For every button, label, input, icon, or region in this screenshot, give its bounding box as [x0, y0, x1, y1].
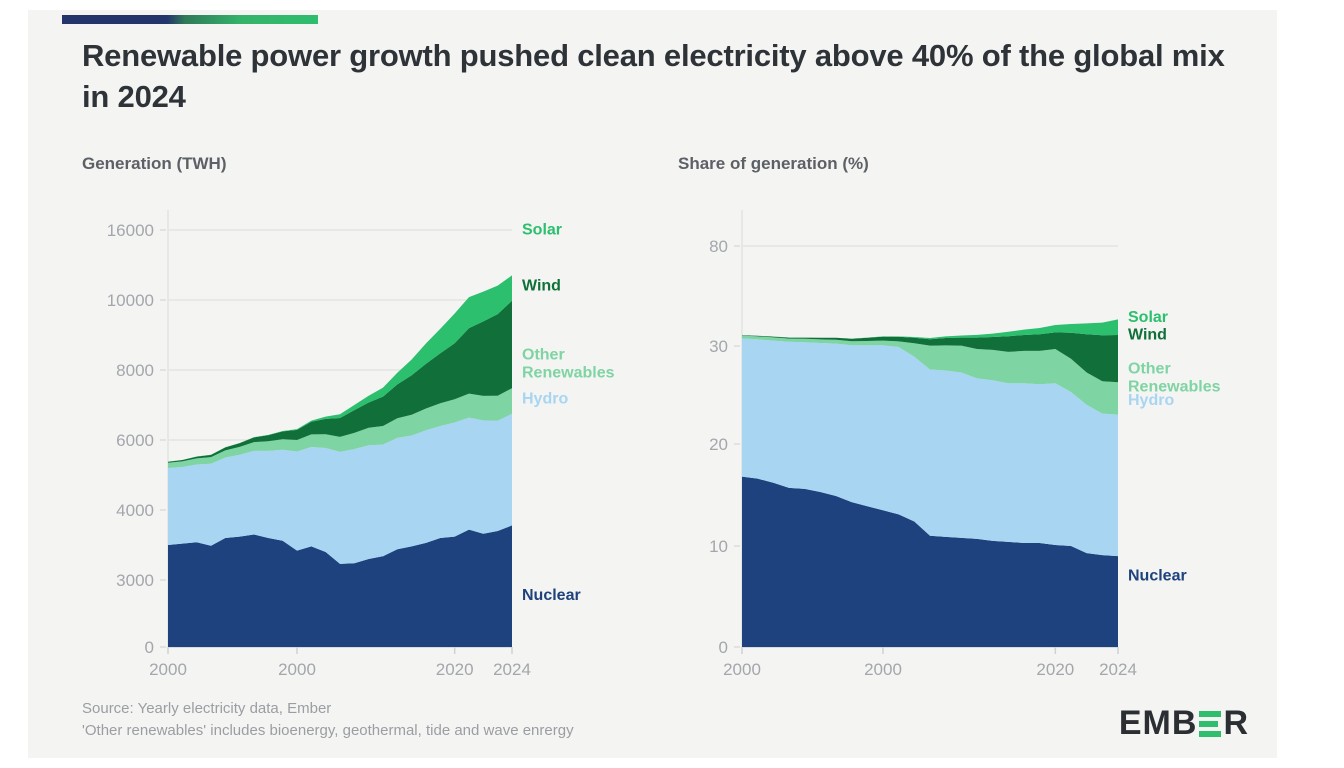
series-label-hydro: Hydro — [522, 390, 568, 407]
series-label-solar: Solar — [1128, 309, 1168, 326]
y-axis-tick-label: 30 — [709, 337, 728, 356]
series-label-nuclear: Nuclear — [1128, 567, 1187, 584]
x-axis-tick-label: 2000 — [723, 660, 761, 679]
x-axis-tick-label: 2020 — [436, 660, 474, 679]
y-axis-tick-label: 20 — [709, 435, 728, 454]
area-series-wind — [742, 332, 1118, 383]
area-series-solar — [168, 275, 512, 462]
panel-title-share: Share of generation (%) — [678, 154, 869, 173]
area-series-other-renewables — [742, 335, 1118, 415]
y-axis-tick-label: 3000 — [116, 571, 154, 590]
panel-title-generation: Generation (TWH) — [82, 154, 227, 173]
x-axis-tick-label: 2000 — [149, 660, 187, 679]
y-axis-tick-label: 0 — [145, 638, 154, 657]
area-series-nuclear — [742, 476, 1118, 647]
y-axis-tick-label: 16000 — [107, 221, 154, 240]
y-axis-tick-label: 0 — [719, 638, 728, 657]
x-axis-tick-label: 2024 — [493, 660, 531, 679]
source-note: Source: Yearly electricity data, Ember '… — [82, 700, 574, 739]
chart-card: Renewable power growth pushed clean elec… — [28, 10, 1277, 758]
area-series-hydro — [742, 338, 1118, 557]
x-axis-tick-label: 2000 — [864, 660, 902, 679]
series-label-wind: Wind — [1128, 326, 1167, 343]
x-axis-tick-label: 2024 — [1099, 660, 1137, 679]
series-label-other-renewables: Other — [522, 347, 565, 364]
area-series-wind — [168, 300, 512, 463]
series-label-other-renewables: Renewables — [522, 365, 615, 382]
area-series-solar — [742, 319, 1118, 340]
y-axis-tick-label: 6000 — [116, 431, 154, 450]
ember-logo-e-icon — [1199, 710, 1222, 737]
y-axis-tick-label: 10 — [709, 537, 728, 556]
ember-logo-right: R — [1223, 704, 1249, 742]
series-label-other-renewables: Other — [1128, 360, 1171, 377]
chart-share: 0 10 20 30 80 2000 2000 2020 2024 Nuclear Hydro Oth… — [678, 190, 1258, 690]
ember-logo: EMB R — [1119, 704, 1249, 743]
chart-generation: 0 3000 4000 6000 8000 10000 16000 2000 2000 2020 2… — [82, 190, 642, 690]
series-label-nuclear: Nuclear — [522, 587, 581, 604]
series-label-hydro: Hydro — [1128, 392, 1174, 409]
generation-area-chart: 0 3000 4000 6000 8000 10000 16000 2000 2000 2020 2… — [107, 210, 615, 679]
share-area-chart: 0 10 20 30 80 2000 2000 2020 2024 Nuclear Hydro Oth… — [709, 210, 1221, 679]
series-label-wind: Wind — [522, 278, 561, 295]
area-series-other-renewables — [168, 388, 512, 468]
ember-logo-left: EMB — [1118, 704, 1198, 742]
y-axis-tick-label: 10000 — [107, 291, 154, 310]
x-axis-tick-label: 2000 — [278, 660, 316, 679]
x-axis-tick-label: 2020 — [1036, 660, 1074, 679]
y-axis-tick-label: 80 — [709, 237, 728, 256]
y-axis-tick-label: 4000 — [116, 501, 154, 520]
area-series-hydro — [168, 413, 512, 564]
accent-bar — [62, 15, 318, 24]
area-series-nuclear — [168, 525, 512, 647]
page-title: Renewable power growth pushed clean elec… — [82, 38, 1225, 114]
series-label-other-renewables: Renewables — [1128, 378, 1221, 395]
y-axis-tick-label: 8000 — [116, 361, 154, 380]
series-label-solar: Solar — [522, 222, 562, 239]
